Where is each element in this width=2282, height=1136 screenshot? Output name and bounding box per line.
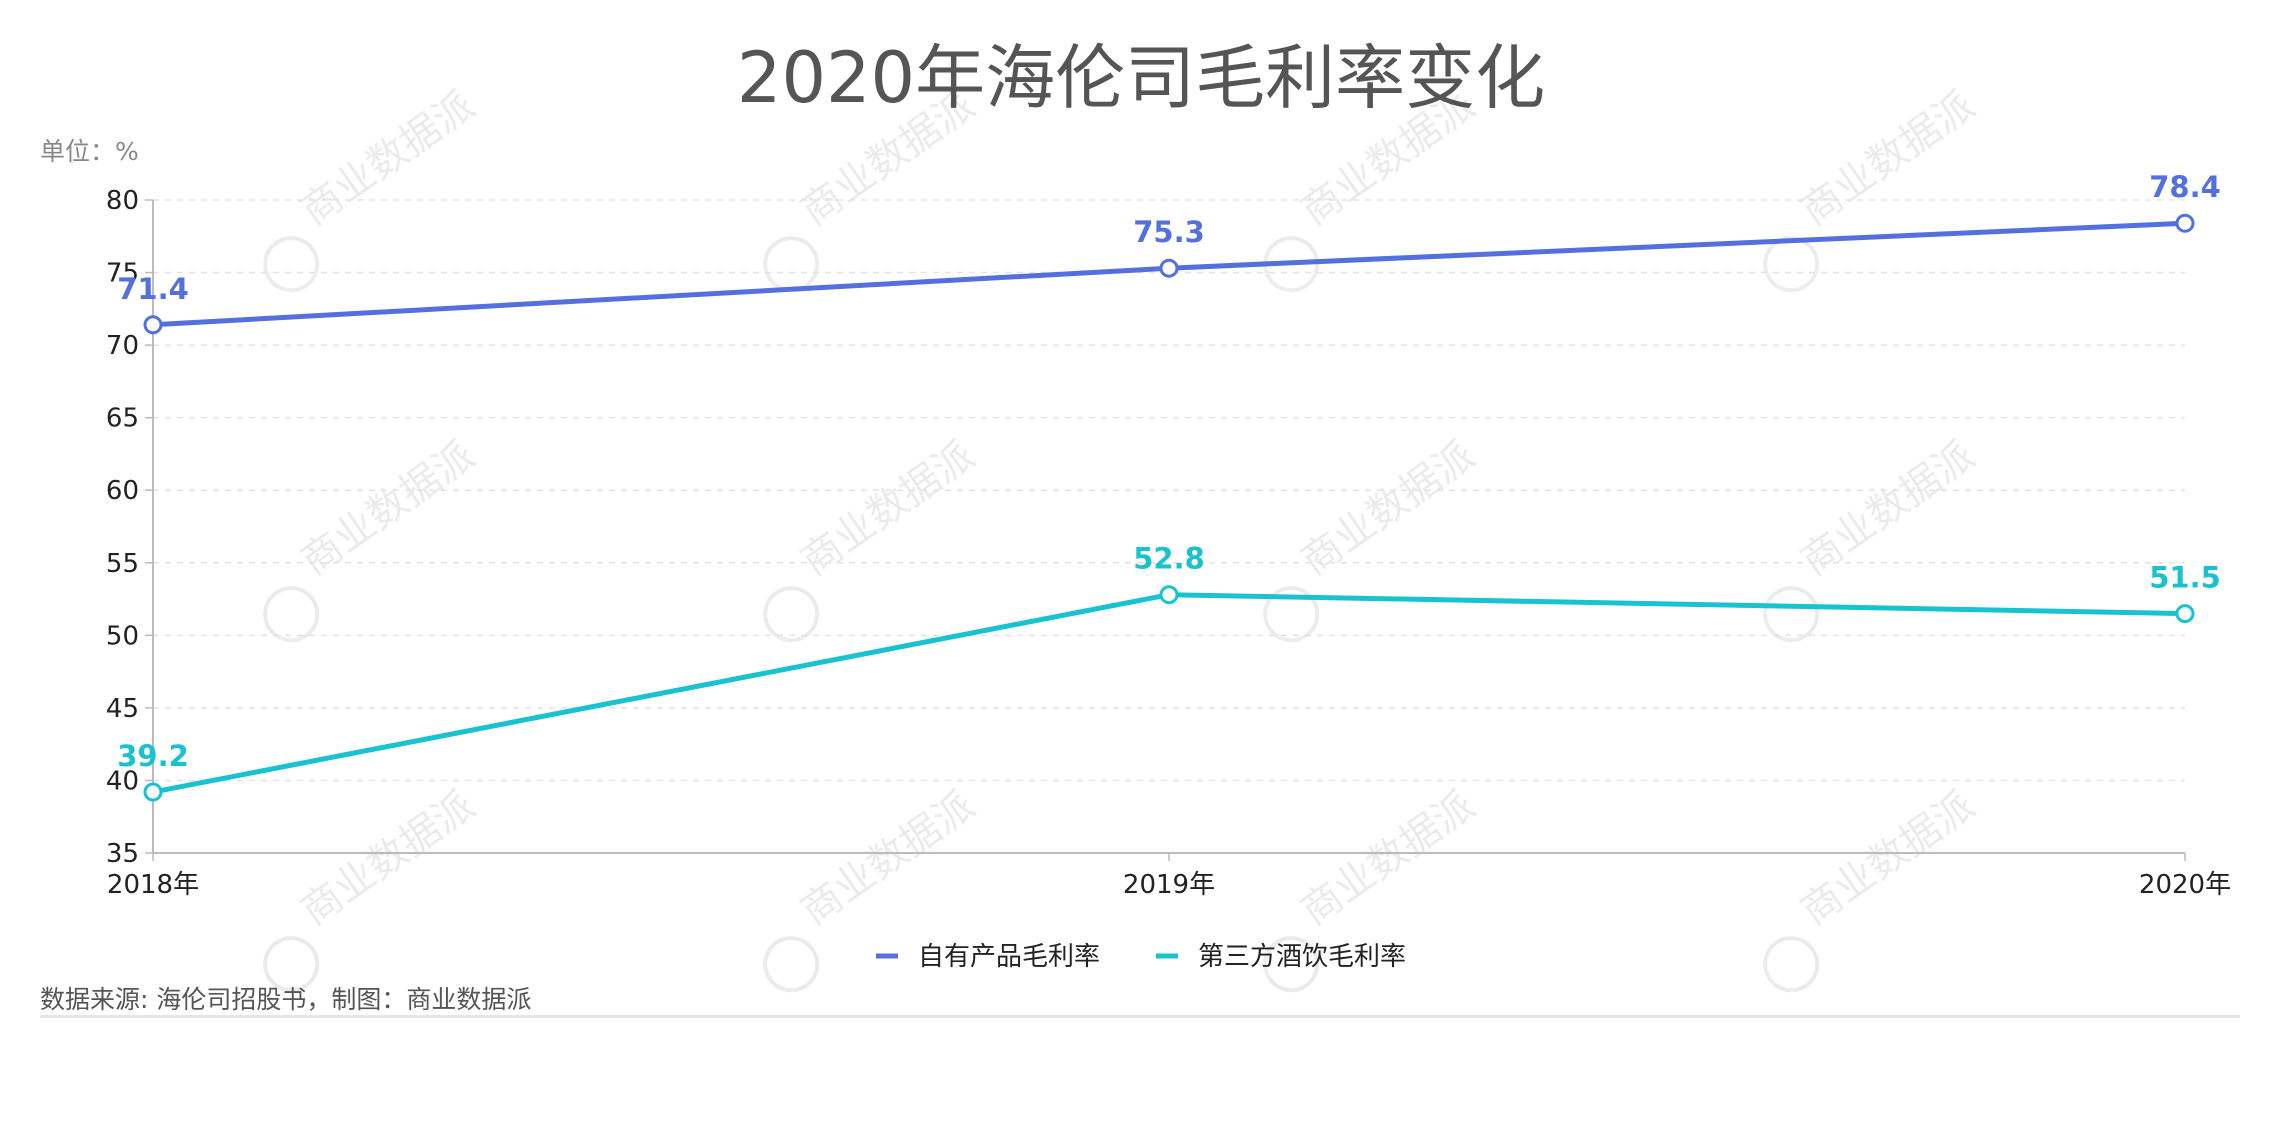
watermark: 商业数据派 <box>1763 782 1983 993</box>
svg-text:商业数据派: 商业数据派 <box>1793 782 1983 934</box>
series-layer: 71.4 75.3 78.4 39.2 52.8 51.5 <box>117 170 2221 802</box>
watermark: 商业数据派 <box>1263 432 1483 643</box>
watermark: 商业数据派 <box>263 432 483 643</box>
source-note: 数据来源: 海伦司招股书，制图：商业数据派 <box>40 985 532 1014</box>
data-point[interactable] <box>143 782 163 802</box>
y-tick-label: 45 <box>106 694 139 724</box>
svg-text:商业数据派: 商业数据派 <box>1293 432 1483 584</box>
watermark: 商业数据派 <box>763 432 983 643</box>
svg-text:商业数据派: 商业数据派 <box>1793 432 1983 584</box>
y-tick-label: 65 <box>106 404 139 434</box>
axes: 35 40 45 50 55 60 65 70 75 80 2018年 2019年 2020年 <box>106 186 2231 900</box>
svg-text:商业数据派: 商业数据派 <box>793 432 983 584</box>
series-line <box>152 592 2186 795</box>
watermark: 商业数据派 <box>763 82 983 293</box>
y-tick-label: 80 <box>106 186 139 216</box>
legend: 自有产品毛利率 第三方酒饮毛利率 <box>876 942 1406 972</box>
data-point[interactable] <box>143 315 163 335</box>
data-point[interactable] <box>1159 585 1179 605</box>
x-tick-label: 2018年 <box>107 870 199 900</box>
svg-text:商业数据派: 商业数据派 <box>793 782 983 934</box>
svg-text:商业数据派: 商业数据派 <box>1793 82 1983 234</box>
legend-label: 自有产品毛利率 <box>918 942 1100 972</box>
x-tick-label: 2019年 <box>1123 870 1215 900</box>
series-1: 71.4 75.3 78.4 <box>117 170 2221 335</box>
data-label: 78.4 <box>2149 170 2221 204</box>
svg-text:商业数据派: 商业数据派 <box>1293 82 1483 234</box>
grid-lines <box>153 199 2185 782</box>
y-tick-label: 50 <box>106 621 139 651</box>
data-label: 52.8 <box>1133 542 1205 576</box>
legend-label: 第三方酒饮毛利率 <box>1198 942 1406 972</box>
data-point[interactable] <box>2175 213 2195 233</box>
data-point[interactable] <box>1159 258 1179 278</box>
y-tick-label: 35 <box>106 839 139 869</box>
legend-item[interactable]: 自有产品毛利率 <box>876 942 1100 972</box>
data-label: 39.2 <box>117 739 189 773</box>
data-label: 51.5 <box>2149 561 2221 595</box>
svg-text:商业数据派: 商业数据派 <box>793 82 983 234</box>
watermark: 商业数据派 <box>263 782 483 993</box>
bottom-divider <box>40 1015 2240 1018</box>
y-tick-label: 75 <box>106 259 139 289</box>
y-tick-label: 40 <box>106 766 139 796</box>
watermark: 商业数据派 <box>1263 82 1483 293</box>
svg-text:商业数据派: 商业数据派 <box>1293 782 1483 934</box>
series-2: 39.2 52.8 51.5 <box>117 542 2221 802</box>
svg-text:商业数据派: 商业数据派 <box>293 432 483 584</box>
y-tick-label: 70 <box>106 331 139 361</box>
y-tick-label: 55 <box>106 549 139 579</box>
data-label: 75.3 <box>1133 215 1205 249</box>
svg-text:商业数据派: 商业数据派 <box>293 782 483 934</box>
watermark: 商业数据派 <box>263 82 483 293</box>
data-label: 71.4 <box>117 272 189 306</box>
x-tick-label: 2020年 <box>2139 870 2231 900</box>
data-point[interactable] <box>2175 604 2195 624</box>
chart-title: 2020年海伦司毛利率变化 <box>736 37 1546 119</box>
legend-item[interactable]: 第三方酒饮毛利率 <box>1156 942 1406 972</box>
y-tick-label: 60 <box>106 476 139 506</box>
watermark: 商业数据派 <box>1763 82 1983 293</box>
unit-label: 单位：% <box>40 137 139 166</box>
svg-text:商业数据派: 商业数据派 <box>293 82 483 234</box>
watermark: 商业数据派 <box>1763 432 1983 643</box>
